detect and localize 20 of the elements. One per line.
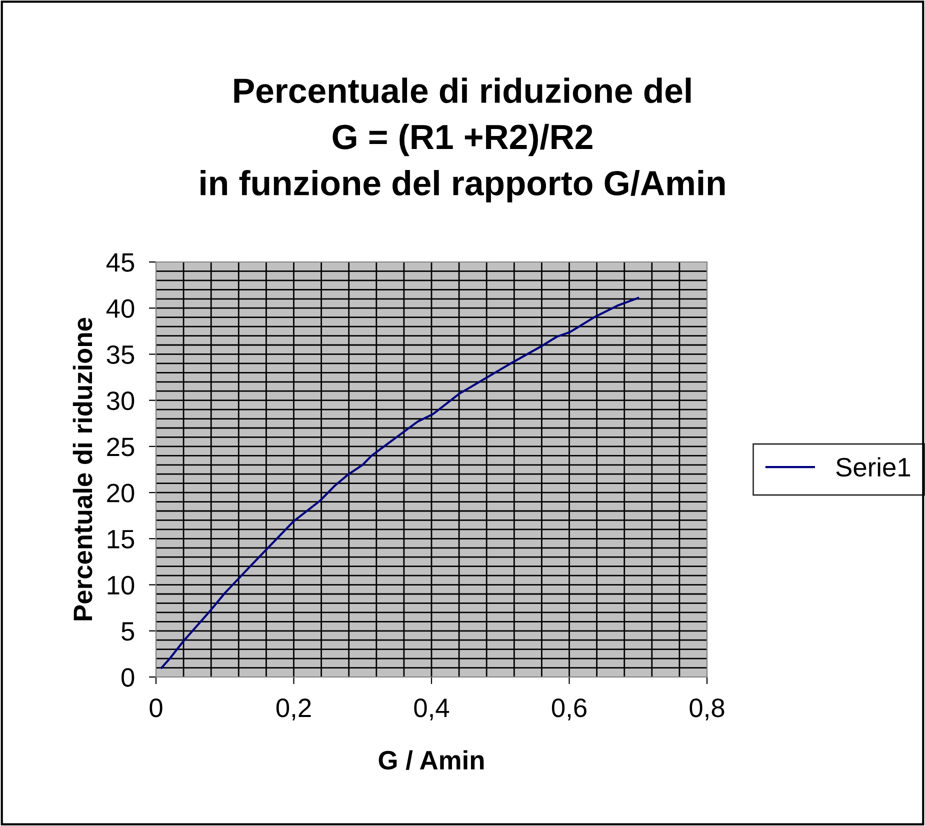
legend-label: Serie1 <box>836 457 910 477</box>
y-tick-label: 0 <box>122 668 134 687</box>
y-tick-label: 30 <box>106 391 134 410</box>
x-tick-label: 0,2 <box>276 698 311 720</box>
x-tick-label: 0,6 <box>552 698 586 720</box>
y-tick-label: 35 <box>106 345 134 364</box>
x-tick-label: 0,4 <box>414 698 450 720</box>
y-tick-label: 40 <box>106 299 134 318</box>
y-tick-label: 5 <box>122 622 134 641</box>
chart-title: Percentuale di riduzione del G = (R1 +R2)/R2 in funzione del rapporto G/Amin <box>200 78 725 202</box>
x-axis-title: G / Amin <box>378 750 484 770</box>
x-tick-label: 0,8 <box>690 698 724 720</box>
y-tick-label: 45 <box>106 253 134 272</box>
y-tick-label: 25 <box>107 438 134 456</box>
y-axis-title: Percentuale di riduzione <box>72 318 92 620</box>
y-tick-label: 15 <box>108 530 134 548</box>
y-tick-label: 20 <box>107 484 134 502</box>
x-tick-label: 0 <box>150 698 162 718</box>
line-series <box>160 296 640 669</box>
y-tick-label: 10 <box>108 576 134 595</box>
